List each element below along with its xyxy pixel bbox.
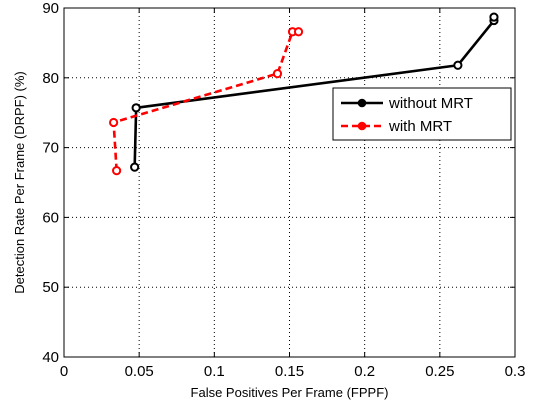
x-tick-label: 0.05 <box>125 363 154 380</box>
y-tick-label: 60 <box>42 209 59 226</box>
data-point <box>112 166 122 176</box>
series-layer <box>109 12 499 176</box>
data-point <box>293 27 304 37</box>
y-axis-label: Detection Rate Per Frame (DRPF) (%) <box>12 71 27 294</box>
x-tick-label: 0.2 <box>354 363 375 380</box>
x-tick-label: 0.1 <box>204 363 225 380</box>
y-tick-label: 80 <box>42 70 59 87</box>
data-point <box>453 60 463 70</box>
y-tick-label: 90 <box>42 0 59 17</box>
y-tick-label: 40 <box>42 349 59 366</box>
legend-items: without MRT with MRT <box>341 95 473 135</box>
grid <box>64 8 515 357</box>
series-line <box>112 30 299 171</box>
legend-marker <box>357 98 367 108</box>
data-point <box>489 12 499 22</box>
legend-label: with MRT <box>388 118 452 135</box>
legend: without MRT with MRT <box>332 87 512 141</box>
ticks: 0 0.05 0.1 0.15 0.2 0.25 0.3 40 50 60 70 80 90 <box>42 0 525 380</box>
data-point <box>130 162 140 172</box>
x-tick-label: 0.3 <box>505 363 526 380</box>
x-axis-label: False Positives Per Frame (FPPF) <box>191 385 389 400</box>
x-tick-label: 0 <box>60 363 68 380</box>
series-1 <box>130 12 499 172</box>
x-tick-label: 0.15 <box>275 363 304 380</box>
data-point <box>109 117 119 128</box>
data-point <box>131 103 141 113</box>
y-tick-label: 50 <box>42 279 59 296</box>
legend-label: without MRT <box>388 95 473 112</box>
x-tick-label: 0.25 <box>425 363 454 380</box>
legend-item: without MRT <box>341 95 473 112</box>
series-2 <box>109 27 304 176</box>
y-tick-label: 70 <box>42 140 59 157</box>
legend-box <box>332 87 512 141</box>
legend-marker <box>357 121 367 131</box>
legend-item: with MRT <box>341 118 452 135</box>
data-point <box>272 69 283 79</box>
